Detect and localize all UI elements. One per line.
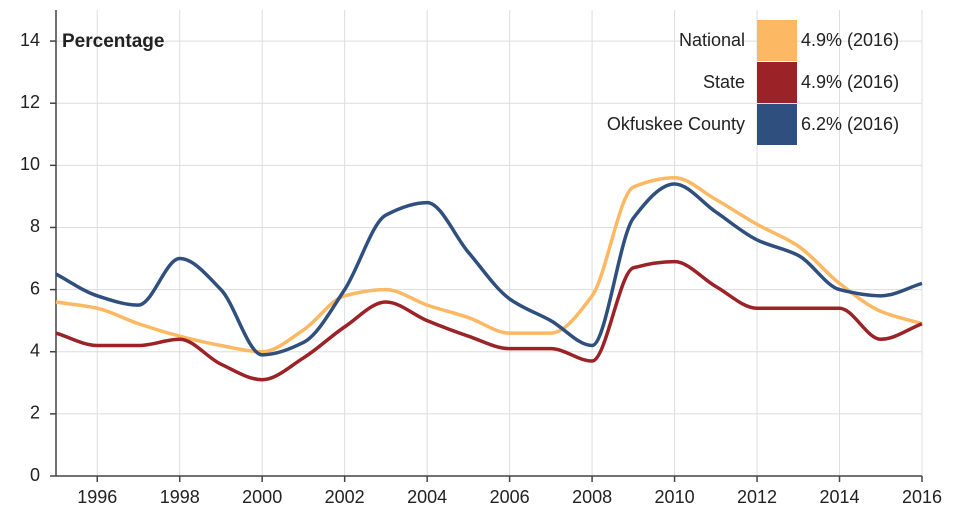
x-tick-label: 2004 — [407, 487, 447, 507]
x-tick-label: 2008 — [572, 487, 612, 507]
legend-label: Okfuskee County — [607, 114, 745, 134]
x-tick-label: 1998 — [160, 487, 200, 507]
line — [55, 182, 923, 357]
y-tick-label: 4 — [30, 340, 40, 360]
legend-value: 4.9% (2016) — [801, 30, 899, 50]
x-tick-label: 2000 — [242, 487, 282, 507]
y-tick-label: 2 — [30, 403, 40, 423]
y-tick-label: 6 — [30, 278, 40, 298]
x-tick-label: 2010 — [655, 487, 695, 507]
y-tick-label: 10 — [20, 154, 40, 174]
x-tick-label: 2016 — [902, 487, 942, 507]
chart-title: Percentage — [62, 31, 164, 52]
legend-swatch — [757, 62, 797, 103]
y-tick-label: 8 — [30, 216, 40, 236]
legend-label: State — [703, 72, 745, 92]
x-tick-label: 2014 — [820, 487, 860, 507]
y-tick-label: 12 — [20, 92, 40, 112]
legend-value: 6.2% (2016) — [801, 114, 899, 134]
legend-swatch — [757, 20, 797, 61]
line — [55, 259, 923, 382]
legend-value: 4.9% (2016) — [801, 72, 899, 92]
line — [55, 176, 923, 354]
x-tick-label: 2006 — [490, 487, 530, 507]
legend-swatch — [757, 104, 797, 145]
grid — [56, 10, 923, 477]
y-tick-label: 0 — [30, 465, 40, 485]
y-tick-label: 14 — [20, 30, 40, 50]
legend-label: National — [679, 30, 745, 50]
x-tick-label: 2002 — [325, 487, 365, 507]
x-tick-label: 2012 — [737, 487, 777, 507]
x-tick-label: 1996 — [77, 487, 117, 507]
